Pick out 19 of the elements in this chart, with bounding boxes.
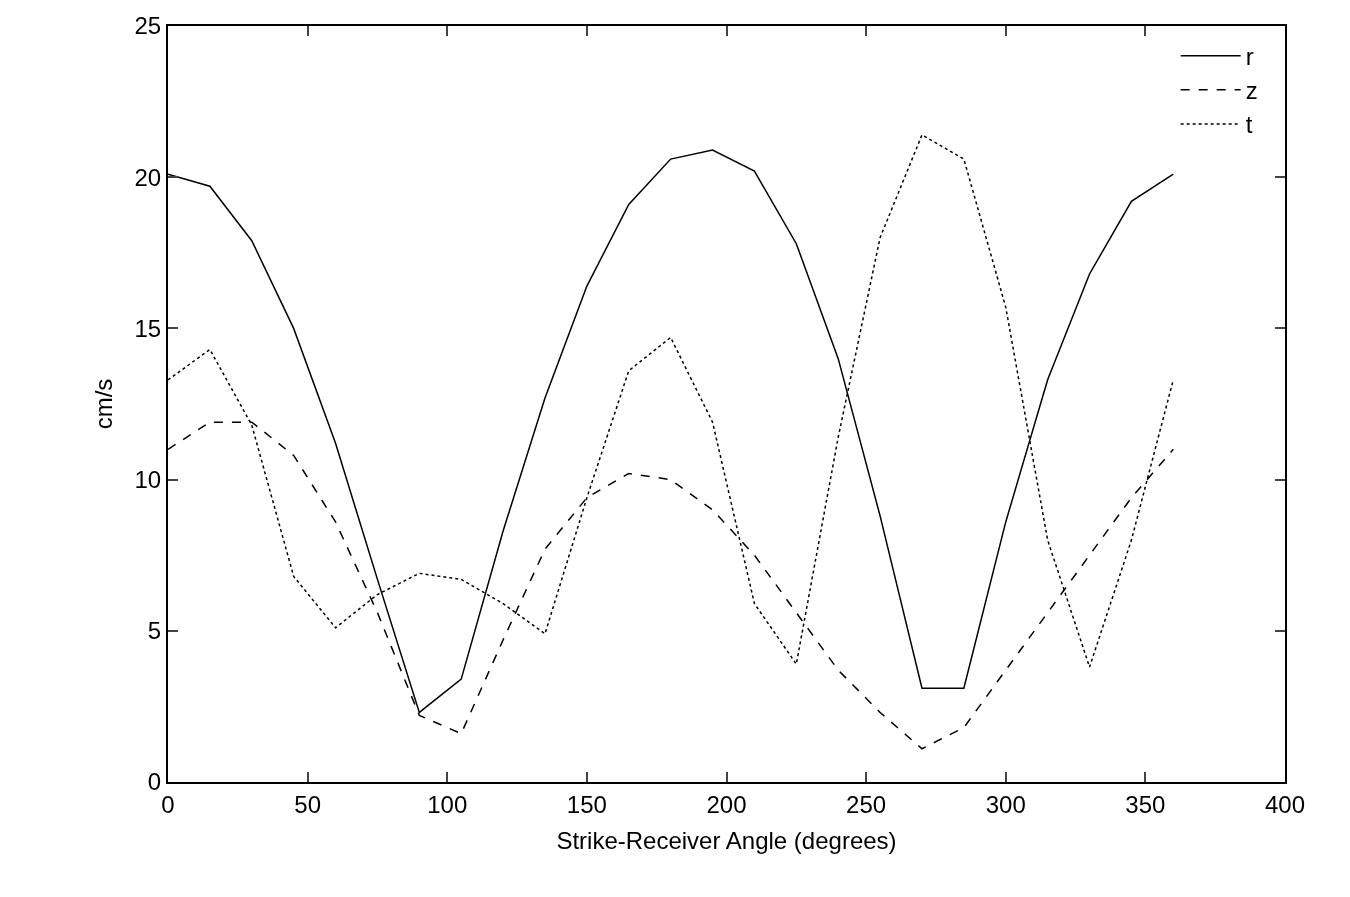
x-tick-label: 400 — [1264, 790, 1306, 818]
x-tick-label: 50 — [294, 790, 321, 818]
x-tick-label: 250 — [846, 790, 887, 818]
y-tick-label: 20 — [134, 163, 162, 191]
y-tick-label: 0 — [147, 768, 162, 796]
x-axis-title: Strike-Receiver Angle (degrees) — [556, 826, 897, 854]
legend-label: t — [1245, 111, 1253, 139]
x-tick-label: 200 — [706, 790, 747, 818]
x-tick-label: 100 — [427, 790, 468, 818]
y-axis-title: cm/s — [90, 378, 118, 430]
y-tick-label: 10 — [134, 466, 162, 493]
y-tick-label: 5 — [147, 617, 162, 645]
x-tick-label: 350 — [1125, 790, 1166, 818]
y-tick-label: 15 — [134, 314, 162, 342]
legend-label: r — [1245, 43, 1254, 71]
x-tick-label: 300 — [985, 790, 1026, 818]
y-tick-label: 25 — [134, 12, 162, 40]
legend-label: z — [1245, 77, 1258, 105]
x-tick-label: 150 — [566, 790, 607, 818]
